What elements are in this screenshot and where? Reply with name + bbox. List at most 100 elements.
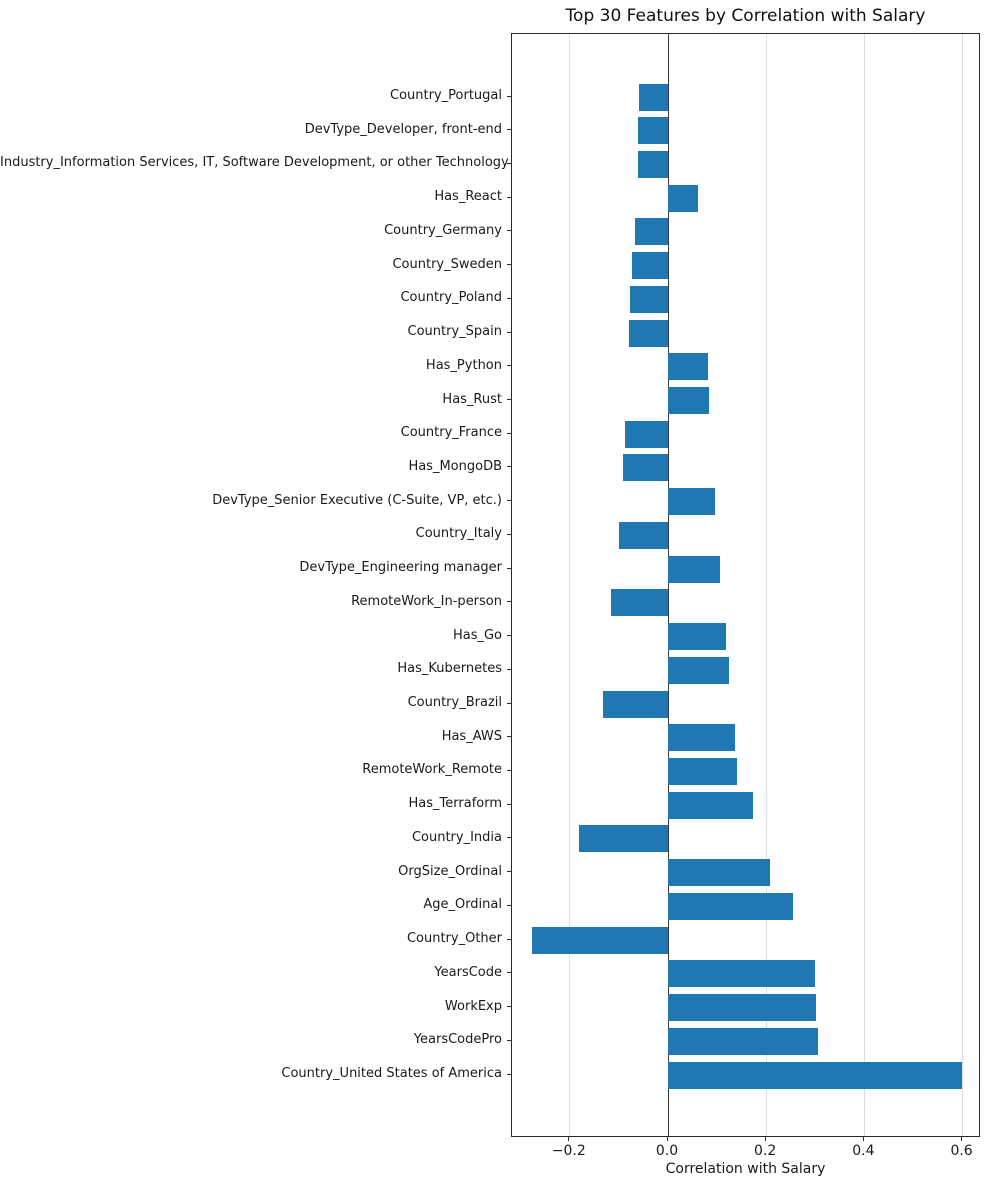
y-tick-mark <box>507 129 511 131</box>
gridline <box>569 34 571 1136</box>
bar <box>622 454 668 482</box>
y-tick-mark <box>507 567 511 569</box>
y-tick-mark <box>507 1039 511 1041</box>
y-tick-mark <box>507 466 511 468</box>
y-tick-label: RemoteWork_Remote <box>362 762 502 778</box>
bar <box>629 319 668 347</box>
y-tick-mark <box>507 904 511 906</box>
y-tick-mark <box>507 533 511 535</box>
x-tick-mark <box>862 1137 864 1141</box>
bar <box>668 859 771 887</box>
bar <box>603 690 668 718</box>
gridline <box>863 34 865 1136</box>
bar <box>638 117 668 145</box>
y-tick-mark <box>507 635 511 637</box>
gridline <box>765 34 767 1136</box>
bar <box>668 555 720 583</box>
bar <box>638 83 668 111</box>
x-tick-label: 0.6 <box>950 1143 973 1159</box>
bar <box>632 252 668 280</box>
chart-title: Top 30 Features by Correlation with Sala… <box>565 6 926 26</box>
bar <box>635 218 668 246</box>
y-tick-mark <box>507 399 511 401</box>
y-tick-mark <box>507 938 511 940</box>
y-tick-label: OrgSize_Ordinal <box>398 863 502 879</box>
x-tick-label: 0.4 <box>852 1143 875 1159</box>
y-tick-mark <box>507 601 511 603</box>
y-tick-mark <box>507 162 511 164</box>
y-tick-label: Country_Portugal <box>390 88 502 103</box>
bar <box>531 926 668 954</box>
x-tick-mark <box>666 1137 668 1141</box>
y-tick-label: Country_Brazil <box>407 695 502 711</box>
y-tick-mark <box>507 871 511 873</box>
y-tick-mark <box>507 365 511 367</box>
y-tick-mark <box>507 500 511 502</box>
y-tick-label: Country_France <box>400 425 502 441</box>
y-tick-mark <box>507 668 511 670</box>
y-tick-label: Has_AWS <box>441 728 502 744</box>
y-tick-mark <box>507 264 511 266</box>
x-tick-label: 0.2 <box>754 1143 777 1159</box>
x-axis-label: Correlation with Salary <box>665 1161 826 1177</box>
y-tick-label: Has_Go <box>452 627 502 643</box>
bar <box>668 623 726 651</box>
y-tick-mark <box>507 702 511 704</box>
y-tick-mark <box>507 196 511 198</box>
bar <box>579 825 668 853</box>
y-tick-label: Has_React <box>434 189 502 205</box>
y-tick-mark <box>507 769 511 771</box>
y-tick-label: Has_Rust <box>442 391 502 407</box>
y-tick-label: Has_Python <box>425 357 502 373</box>
bar <box>637 150 668 178</box>
x-tick-mark <box>764 1137 766 1141</box>
bar <box>668 387 710 415</box>
bar <box>668 724 735 752</box>
y-tick-mark <box>507 432 511 434</box>
y-tick-mark <box>507 1073 511 1075</box>
y-tick-label: RemoteWork_In-person <box>351 593 502 609</box>
y-tick-label: Age_Ordinal <box>423 897 502 913</box>
y-tick-mark <box>507 230 511 232</box>
y-tick-label: Has_Terraform <box>408 796 502 812</box>
bar <box>624 420 668 448</box>
y-tick-mark <box>507 837 511 839</box>
x-tick-label: −0.2 <box>551 1143 586 1159</box>
y-tick-label: Country_Germany <box>384 222 502 238</box>
y-tick-label: Country_Italy <box>415 526 502 542</box>
bar <box>668 791 753 819</box>
y-tick-mark <box>507 331 511 333</box>
y-tick-label: YearsCodePro <box>413 1032 502 1048</box>
y-tick-mark <box>507 972 511 974</box>
bar <box>668 994 817 1022</box>
zero-line <box>667 34 669 1136</box>
y-tick-mark <box>507 1006 511 1008</box>
y-tick-mark <box>507 297 511 299</box>
x-tick-mark <box>961 1137 963 1141</box>
y-tick-label: Country_Sweden <box>392 256 502 272</box>
bar <box>668 1061 962 1089</box>
y-tick-label: Industry_Information Services, IT, Softw… <box>0 155 509 171</box>
bar <box>618 521 668 549</box>
y-tick-label: Country_India <box>411 829 502 845</box>
bar <box>668 960 815 988</box>
bar <box>610 589 668 617</box>
y-tick-label: WorkExp <box>444 998 502 1014</box>
y-tick-label: YearsCode <box>434 964 502 980</box>
y-tick-label: Country_Other <box>406 931 502 947</box>
x-tick-label: 0.0 <box>655 1143 679 1159</box>
bar <box>668 488 716 516</box>
bar <box>668 892 794 920</box>
y-tick-mark <box>507 95 511 97</box>
bar <box>668 757 738 785</box>
y-tick-label: Country_United States of America <box>281 1066 502 1081</box>
plot-area <box>511 33 980 1137</box>
y-tick-label: DevType_Senior Executive (C-Suite, VP, e… <box>212 492 502 508</box>
bar <box>668 353 709 381</box>
bar <box>668 656 729 684</box>
y-tick-mark <box>507 736 511 738</box>
y-tick-label: DevType_Developer, front-end <box>304 121 502 137</box>
y-tick-mark <box>507 803 511 805</box>
bar <box>630 285 668 313</box>
